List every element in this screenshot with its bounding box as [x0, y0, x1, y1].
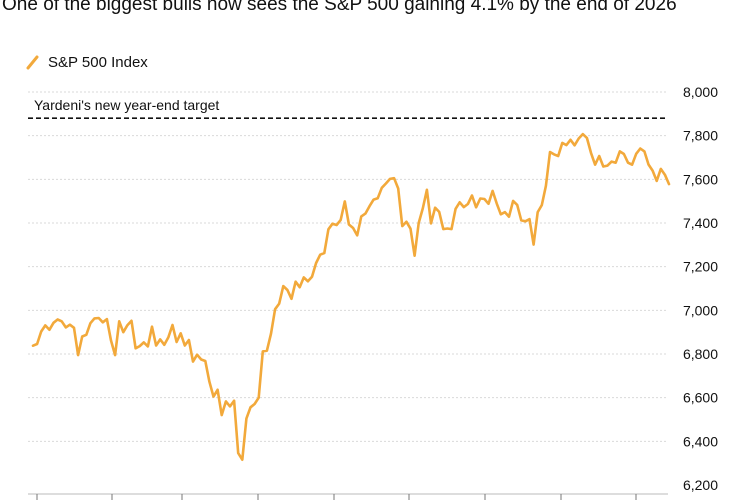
- y-tick-label: 7,000: [683, 302, 718, 318]
- chart-title: One of the biggest bulls now sees the S&…: [2, 0, 677, 15]
- legend-label: S&P 500 Index: [48, 53, 148, 71]
- y-tick-label: 7,200: [683, 259, 718, 275]
- y-tick-label: 6,400: [683, 433, 718, 449]
- y-tick-label: 6,800: [683, 346, 718, 362]
- target-annotation: Yardeni's new year-end target: [34, 97, 219, 113]
- y-tick-label: 6,600: [683, 390, 718, 406]
- y-tick-label: 7,400: [683, 215, 718, 231]
- series-line-sp500: [31, 132, 671, 462]
- y-tick-label: 6,200: [683, 477, 718, 493]
- y-tick-label: 7,600: [683, 171, 718, 187]
- legend: S&P 500 Index: [26, 53, 148, 71]
- y-tick-label: 7,800: [683, 128, 718, 144]
- legend-line-icon: [26, 55, 39, 70]
- y-tick-label: 8,000: [683, 84, 718, 100]
